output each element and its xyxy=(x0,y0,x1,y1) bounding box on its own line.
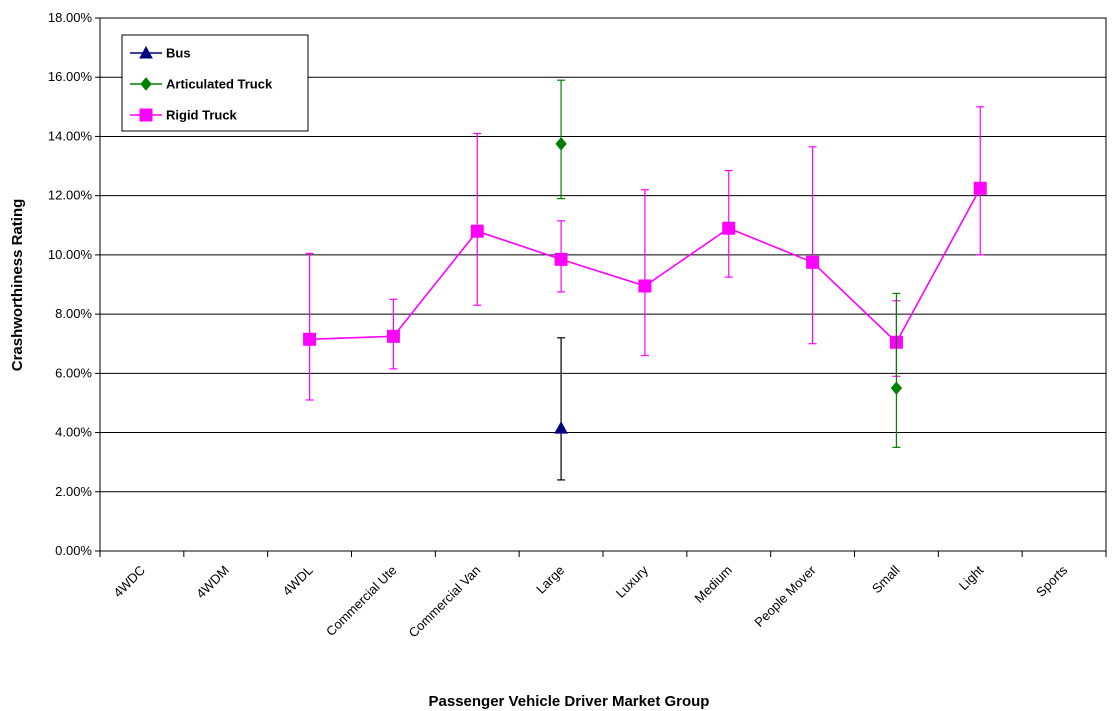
x-tick-label: Luxury xyxy=(613,562,652,601)
data-point xyxy=(890,381,903,395)
x-tick-label: Small xyxy=(869,562,903,596)
y-axis-ticks: 0.00% 2.00% 4.00% 6.00% 8.00% 10.00% 12.00% 14.… xyxy=(48,10,100,558)
y-tick-label: 10.00% xyxy=(48,247,93,262)
legend-label: Bus xyxy=(166,46,191,61)
data-point xyxy=(638,279,652,293)
data-point xyxy=(722,221,736,235)
data-point xyxy=(470,224,484,238)
legend-marker xyxy=(139,45,153,59)
data-point xyxy=(554,252,568,266)
y-tick-label: 16.00% xyxy=(48,69,93,84)
series xyxy=(303,79,987,481)
x-axis-ticks: 4WDC 4WDM 4WDL Commercial Ute Commercial Van… xyxy=(99,551,1107,641)
x-tick-label: People Mover xyxy=(751,562,819,630)
x-tick-label: Sports xyxy=(1033,562,1071,600)
legend-label: Articulated Truck xyxy=(166,77,273,92)
data-point xyxy=(973,181,987,195)
series-bus xyxy=(554,337,568,481)
x-tick-label: Large xyxy=(533,563,567,597)
x-tick-label: 4WDM xyxy=(193,563,232,602)
data-point xyxy=(386,329,400,343)
x-tick-label: Commercial Van xyxy=(406,563,484,641)
data-point xyxy=(303,332,317,346)
x-tick-label: Light xyxy=(956,562,987,593)
legend-marker xyxy=(139,108,153,122)
y-axis-title: Crashworthiness Rating xyxy=(9,199,26,372)
x-tick-label: Commercial Ute xyxy=(323,563,400,640)
y-tick-label: 8.00% xyxy=(55,306,92,321)
data-point xyxy=(554,421,568,434)
y-tick-label: 18.00% xyxy=(48,10,93,25)
x-tick-label: Medium xyxy=(692,563,735,606)
data-point xyxy=(555,137,567,151)
x-tick-label: 4WDL xyxy=(280,563,316,599)
legend-label: Rigid Truck xyxy=(166,108,238,123)
legend: Bus Articulated Truck Rigid Truck xyxy=(121,34,309,132)
gridlines xyxy=(100,76,1106,493)
y-tick-label: 14.00% xyxy=(48,128,93,143)
x-axis-title: Passenger Vehicle Driver Market Group xyxy=(429,693,710,710)
y-tick-label: 6.00% xyxy=(55,365,92,380)
y-tick-label: 0.00% xyxy=(55,543,92,558)
legend-items: Bus Articulated Truck Rigid Truck xyxy=(130,46,273,123)
legend-marker xyxy=(140,77,152,91)
data-point xyxy=(806,255,820,269)
y-tick-label: 12.00% xyxy=(48,188,93,203)
x-tick-label: 4WDC xyxy=(110,563,148,601)
series-rigid-truck xyxy=(303,106,987,401)
series-articulated-truck xyxy=(555,79,903,448)
y-tick-label: 2.00% xyxy=(55,484,92,499)
y-tick-label: 4.00% xyxy=(55,425,92,440)
